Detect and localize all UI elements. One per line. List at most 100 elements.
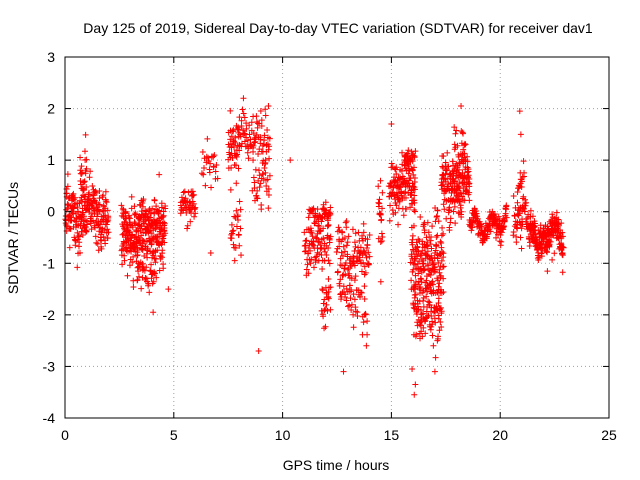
data-point bbox=[266, 143, 273, 150]
data-point bbox=[322, 323, 329, 330]
data-point bbox=[82, 170, 89, 177]
data-point bbox=[255, 151, 262, 158]
data-point bbox=[339, 252, 346, 259]
data-point bbox=[400, 212, 407, 219]
data-point bbox=[338, 249, 345, 256]
data-point bbox=[184, 222, 191, 229]
data-point bbox=[325, 275, 332, 282]
data-point bbox=[439, 248, 446, 255]
data-point bbox=[431, 368, 438, 375]
data-point bbox=[342, 271, 349, 278]
data-point bbox=[205, 157, 212, 164]
data-point bbox=[256, 184, 263, 191]
data-point bbox=[255, 347, 262, 354]
data-point bbox=[454, 162, 461, 169]
y-tick-label: 2 bbox=[47, 101, 55, 117]
data-point bbox=[444, 149, 451, 156]
data-point bbox=[102, 198, 109, 205]
data-point bbox=[254, 124, 261, 131]
data-point bbox=[327, 204, 334, 211]
data-point bbox=[352, 304, 359, 311]
data-point bbox=[324, 217, 331, 224]
data-point bbox=[319, 265, 326, 272]
data-point bbox=[375, 235, 382, 242]
data-point bbox=[343, 224, 350, 231]
data-point bbox=[343, 297, 350, 304]
data-point bbox=[320, 300, 327, 307]
data-point bbox=[378, 217, 385, 224]
y-axis-label: SDTVAR / TECUs bbox=[5, 182, 21, 294]
data-point bbox=[424, 248, 431, 255]
data-point bbox=[408, 148, 415, 155]
data-point bbox=[518, 183, 525, 190]
data-point bbox=[355, 229, 362, 236]
data-point bbox=[417, 283, 424, 290]
data-point bbox=[160, 213, 167, 220]
data-point bbox=[126, 247, 133, 254]
data-point bbox=[240, 95, 247, 102]
data-point bbox=[230, 241, 237, 248]
data-point bbox=[96, 208, 103, 215]
data-point bbox=[427, 272, 434, 279]
data-point bbox=[501, 218, 508, 225]
data-point bbox=[264, 176, 271, 183]
data-point bbox=[349, 226, 356, 233]
data-point bbox=[184, 225, 191, 232]
data-point bbox=[439, 224, 446, 231]
data-point bbox=[126, 262, 133, 269]
data-point bbox=[141, 253, 148, 260]
data-point bbox=[132, 210, 139, 217]
data-point bbox=[432, 319, 439, 326]
data-point bbox=[230, 227, 237, 234]
data-point bbox=[211, 152, 218, 159]
data-point bbox=[407, 204, 414, 211]
data-point bbox=[130, 283, 137, 290]
data-point bbox=[266, 172, 273, 179]
data-point bbox=[434, 335, 441, 342]
data-point bbox=[354, 313, 361, 320]
data-point bbox=[352, 273, 359, 280]
data-point bbox=[415, 306, 422, 313]
data-point bbox=[351, 277, 358, 284]
data-point bbox=[122, 208, 129, 215]
data-point bbox=[312, 234, 319, 241]
data-point bbox=[356, 257, 363, 264]
data-point bbox=[377, 239, 384, 246]
data-point bbox=[238, 117, 245, 124]
data-point bbox=[74, 229, 81, 236]
data-point bbox=[418, 328, 425, 335]
data-point bbox=[526, 243, 533, 250]
data-point bbox=[549, 211, 556, 218]
data-point bbox=[459, 151, 466, 158]
data-point bbox=[231, 257, 238, 264]
data-point bbox=[93, 239, 100, 246]
data-point bbox=[394, 192, 401, 199]
data-point bbox=[241, 138, 248, 145]
data-point bbox=[532, 220, 539, 227]
data-point bbox=[344, 239, 351, 246]
data-point bbox=[309, 241, 316, 248]
data-point bbox=[210, 163, 217, 170]
data-point bbox=[324, 223, 331, 230]
data-point bbox=[412, 148, 419, 155]
data-point bbox=[346, 288, 353, 295]
data-point bbox=[327, 284, 334, 291]
data-point bbox=[141, 220, 148, 227]
data-point bbox=[361, 263, 368, 270]
data-point bbox=[437, 304, 444, 311]
data-point bbox=[440, 289, 447, 296]
data-point bbox=[68, 213, 75, 220]
data-point bbox=[393, 202, 400, 209]
data-point bbox=[357, 293, 364, 300]
data-point bbox=[351, 262, 358, 269]
data-point bbox=[440, 230, 447, 237]
data-point bbox=[257, 107, 264, 114]
data-point bbox=[262, 112, 269, 119]
data-point bbox=[348, 307, 355, 314]
data-point bbox=[514, 188, 521, 195]
data-point bbox=[538, 253, 545, 260]
data-point bbox=[243, 120, 250, 127]
data-point bbox=[409, 241, 416, 248]
data-point bbox=[503, 203, 510, 210]
data-point bbox=[514, 199, 521, 206]
